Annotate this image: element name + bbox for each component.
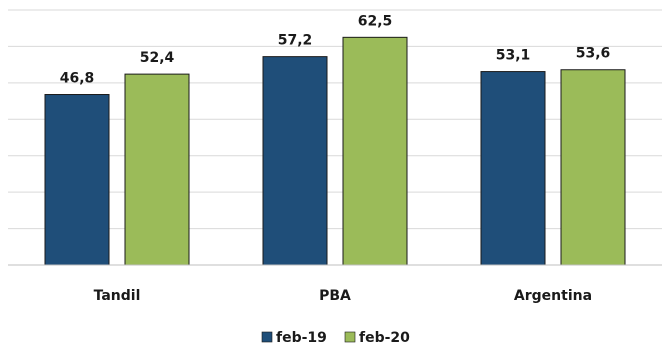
bar-feb-20-argentina <box>560 69 626 266</box>
data-label: 62,5 <box>358 13 393 29</box>
data-label: 46,8 <box>60 71 95 87</box>
legend-swatch-feb-20 <box>344 331 356 343</box>
bar-feb-19-pba <box>262 56 328 266</box>
bar-feb-20-tandil <box>124 73 190 266</box>
legend-label: feb-19 <box>276 330 327 346</box>
bar-feb-20-pba <box>342 36 408 266</box>
bar-feb-19-argentina <box>480 71 546 266</box>
legend: feb-19 feb-20 <box>261 330 410 346</box>
data-labels: 46,8 52,4 57,2 62,5 53,1 53,6 <box>60 13 611 86</box>
bar-feb-19-tandil <box>44 94 110 266</box>
x-tick-label: Argentina <box>514 288 592 304</box>
data-label: 53,1 <box>496 48 531 64</box>
x-tick-labels: Tandil PBA Argentina <box>94 288 592 304</box>
gridlines <box>8 9 662 230</box>
data-label: 57,2 <box>278 33 313 49</box>
legend-swatch-feb-19 <box>261 331 273 343</box>
data-label: 52,4 <box>140 50 175 66</box>
data-label: 53,6 <box>576 46 611 62</box>
bars <box>44 36 626 266</box>
legend-label: feb-20 <box>359 330 410 346</box>
x-tick-label: PBA <box>319 288 351 304</box>
x-tick-label: Tandil <box>94 288 141 304</box>
